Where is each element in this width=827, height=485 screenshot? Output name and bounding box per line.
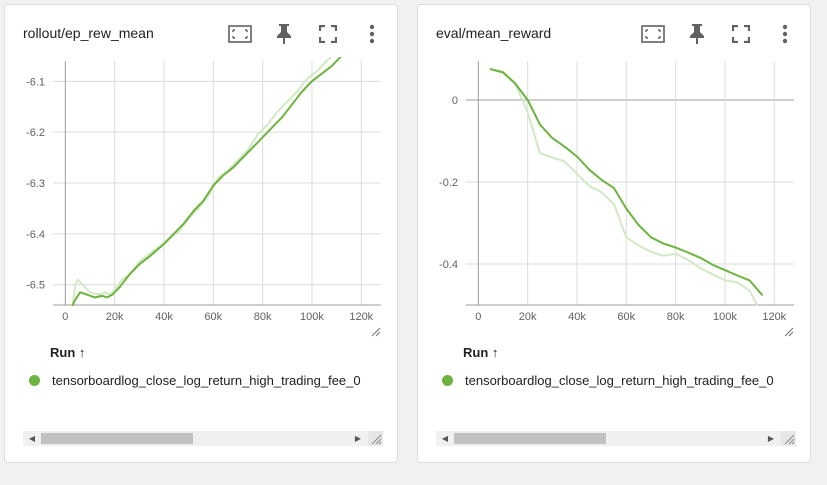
horizontal-scrollbar[interactable]: ◀ ▶: [23, 431, 383, 446]
y-tick-label: -6.2: [26, 127, 45, 139]
y-tick-label: -6.4: [26, 229, 45, 241]
scroll-right-icon[interactable]: ▶: [354, 434, 362, 443]
x-tick-label: 100k: [713, 311, 737, 323]
run-name: tensorboardlog_close_log_return_high_tra…: [465, 372, 774, 388]
more-vert-icon[interactable]: [359, 21, 385, 47]
run-color-dot: [29, 374, 40, 386]
x-tick-label: 80k: [667, 311, 685, 323]
scroll-left-icon[interactable]: ◀: [441, 434, 449, 443]
scrollbar-thumb[interactable]: [454, 433, 606, 444]
x-tick-label: 120k: [762, 311, 786, 323]
x-tick-label: 100k: [300, 311, 324, 323]
pin-icon[interactable]: [684, 21, 710, 47]
resize-handle-icon[interactable]: [371, 327, 381, 337]
legend-run-row[interactable]: tensorboardlog_close_log_return_high_tra…: [27, 369, 387, 391]
pin-icon[interactable]: [271, 21, 297, 47]
y-tick-label: -0.4: [439, 259, 458, 271]
resize-grip-icon[interactable]: [368, 431, 383, 446]
legend-run-row[interactable]: tensorboardlog_close_log_return_high_tra…: [440, 369, 800, 391]
y-tick-label: -6.5: [26, 280, 45, 292]
x-tick-label: 0: [475, 311, 481, 323]
run-column-header[interactable]: Run ↑: [463, 345, 499, 360]
run-color-dot: [442, 374, 453, 386]
card-title: rollout/ep_rew_mean: [23, 25, 154, 41]
scroll-left-icon[interactable]: ◀: [28, 434, 36, 443]
resize-handle-icon[interactable]: [784, 327, 794, 337]
y-tick-label: 0: [452, 95, 458, 107]
x-tick-label: 40k: [155, 311, 173, 323]
x-tick-label: 80k: [254, 311, 272, 323]
scrollbar-thumb[interactable]: [41, 433, 193, 444]
run-name: tensorboardlog_close_log_return_high_tra…: [52, 372, 361, 388]
chart-card-eval: eval/mean_reward 0 -0.2 -0.4 0 20k 40k 60k 80k 1…: [417, 4, 811, 463]
y-tick-label: -0.2: [439, 177, 458, 189]
resize-grip-icon[interactable]: [781, 431, 796, 446]
scroll-right-icon[interactable]: ▶: [767, 434, 775, 443]
line-chart[interactable]: -6.1 -6.2 -6.3 -6.4 -6.5 0 20k 40k 60k 80k 100k 120…: [5, 57, 399, 339]
series-line-raw: [489, 68, 758, 306]
fullscreen-icon[interactable]: [728, 21, 754, 47]
fit-domain-icon[interactable]: [640, 21, 666, 47]
y-tick-label: -6.3: [26, 178, 45, 190]
series-line-smoothed: [489, 68, 763, 296]
line-chart[interactable]: 0 -0.2 -0.4 0 20k 40k 60k 80k 100k 120k: [418, 57, 812, 339]
x-tick-label: 20k: [106, 311, 124, 323]
series-line-raw: [71, 57, 332, 306]
run-column-header[interactable]: Run ↑: [50, 345, 86, 360]
x-tick-label: 40k: [568, 311, 586, 323]
more-vert-icon[interactable]: [772, 21, 798, 47]
fullscreen-icon[interactable]: [315, 21, 341, 47]
x-tick-label: 0: [62, 311, 68, 323]
fit-domain-icon[interactable]: [227, 21, 253, 47]
x-tick-label: 20k: [519, 311, 537, 323]
x-tick-label: 60k: [204, 311, 222, 323]
x-tick-label: 60k: [617, 311, 635, 323]
y-tick-label: -6.1: [26, 76, 45, 88]
card-title: eval/mean_reward: [436, 25, 552, 41]
x-tick-label: 120k: [349, 311, 373, 323]
chart-card-rollout: rollout/ep_rew_mean -6.1 -6.2 -6.3 -6.4 -6.5…: [4, 4, 398, 463]
series-line-smoothed: [71, 57, 342, 306]
horizontal-scrollbar[interactable]: ◀ ▶: [436, 431, 796, 446]
